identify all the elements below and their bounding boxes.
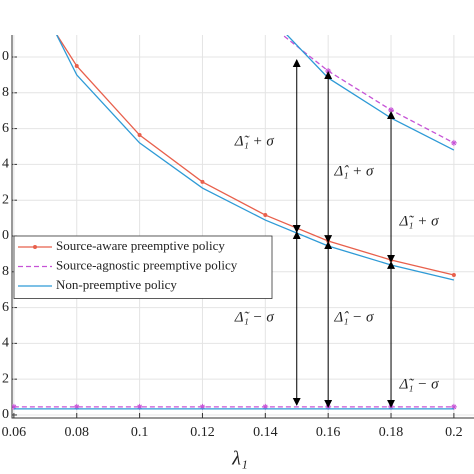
annotation: Δ̃₁ − σ	[398, 376, 439, 392]
y-tick-label: 8	[2, 85, 9, 100]
x-tick-label: 0.06	[2, 425, 27, 440]
y-tick-label: 8	[2, 264, 9, 279]
x-tick-label: 0.1	[131, 425, 149, 440]
legend-label: Non-preemptive policy	[56, 277, 177, 292]
point-marker	[325, 67, 332, 74]
plot-area	[12, 18, 457, 410]
series-line	[286, 35, 455, 151]
y-tick-label: 0	[2, 228, 9, 243]
point-marker	[388, 106, 395, 113]
y-tick-label: 4	[2, 336, 9, 351]
y-tick-label: 6	[2, 300, 9, 315]
series-line	[281, 35, 455, 144]
point-marker	[262, 18, 268, 24]
point-marker	[137, 133, 142, 138]
annotation: Δ̃₁ + σ	[398, 213, 439, 229]
annotation: Δ̂₁ + σ	[333, 163, 374, 179]
series-line	[55, 35, 455, 281]
x-tick-label: 0.16	[316, 425, 341, 440]
point-marker	[450, 139, 457, 146]
series-line	[56, 35, 455, 276]
point-marker	[74, 63, 79, 68]
annotation: Δ̃₁ + σ	[234, 133, 275, 149]
annotation: Δ̂₁ − σ	[333, 309, 374, 325]
x-tick-label: 0.08	[64, 425, 89, 440]
x-tick-label: 0.2	[445, 425, 463, 440]
x-axis-label: λ₁	[231, 448, 248, 470]
point-marker	[262, 403, 269, 410]
legend-box	[13, 235, 273, 299]
legend-marker	[33, 245, 37, 249]
point-marker	[199, 403, 206, 410]
y-tick-label: 0	[2, 49, 9, 64]
y-tick-label: 2	[2, 371, 9, 386]
y-tick-label: 4	[2, 157, 9, 172]
y-tick-label: 2	[2, 192, 9, 207]
point-marker	[136, 403, 143, 410]
annotation: Δ̃₁ − σ	[234, 309, 275, 325]
legend-label: Source-aware preemptive policy	[56, 238, 225, 253]
point-marker	[73, 403, 80, 410]
point-marker	[12, 403, 17, 410]
x-tick-label: 0.14	[253, 425, 278, 440]
y-tick-label: 6	[2, 121, 9, 136]
point-marker	[263, 213, 268, 218]
axes	[11, 35, 474, 419]
legend-label: Source-agnostic preemptive policy	[56, 257, 238, 272]
y-tick-label: 0	[2, 407, 9, 422]
x-tick-label: 0.18	[379, 425, 404, 440]
legend: Source-aware preemptive policy Source-agn…	[13, 235, 273, 299]
point-marker	[200, 179, 205, 184]
point-marker	[450, 403, 457, 410]
x-tick-label: 0.12	[190, 425, 215, 440]
point-marker	[451, 273, 456, 278]
